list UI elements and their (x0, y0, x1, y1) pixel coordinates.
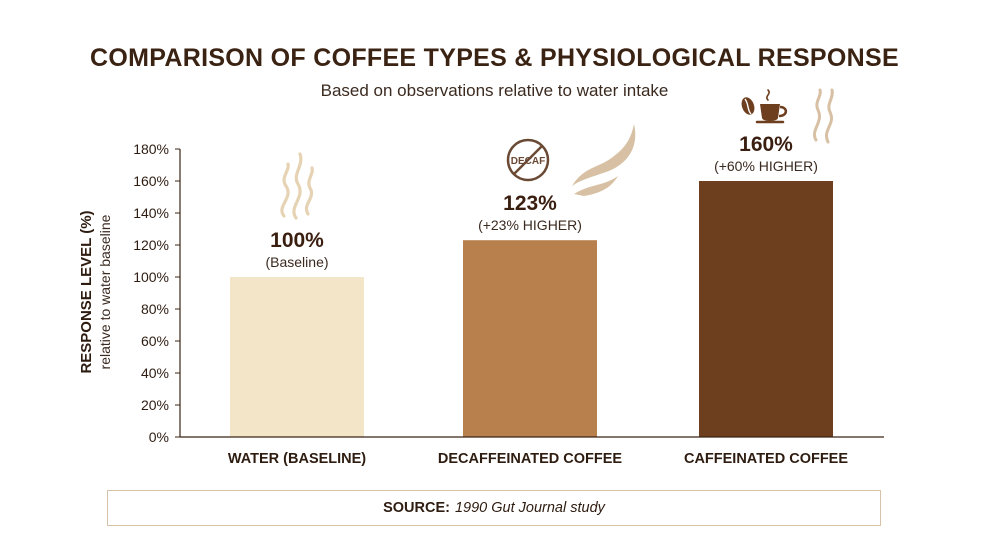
y-tick-label: 40% (141, 365, 169, 381)
y-tick-label: 100% (133, 269, 169, 285)
bar (230, 277, 364, 437)
cup-steam (766, 89, 770, 101)
steam-icon-right (813, 88, 834, 144)
x-category-label: WATER (BASELINE) (228, 451, 366, 467)
bars (230, 181, 833, 437)
swoosh-bottom (574, 176, 618, 196)
steam-wisp (280, 162, 290, 218)
y-tick-label: 20% (141, 397, 169, 413)
steam-wisp (825, 88, 834, 144)
coffee-bean-line (744, 98, 752, 115)
icons: DECAF (280, 88, 834, 220)
cup-handle (778, 105, 788, 118)
x-category-label: DECAFFEINATED COFFEE (438, 451, 623, 467)
data-label-note: (+23% HIGHER) (478, 217, 582, 233)
x-category-label: CAFFEINATED COFFEE (684, 451, 848, 467)
y-tick-label: 140% (133, 205, 169, 221)
cup-body (760, 104, 780, 121)
steam-wisp (305, 166, 314, 216)
swoosh-top (572, 124, 636, 186)
y-tick-label: 160% (133, 173, 169, 189)
y-tick-label: 80% (141, 301, 169, 317)
data-label-value: 100% (270, 229, 324, 252)
y-axis-ticks: 0% 20% 40% 60% 80% 100% 120% 140% 160% 180% (133, 141, 180, 445)
y-tick-label: 180% (133, 141, 169, 157)
source-label: SOURCE: (383, 500, 450, 516)
data-labels: 100% (Baseline) 123% (+23% HIGHER) 160% (+60%… (265, 133, 817, 270)
no-decaf-slash (513, 145, 543, 175)
source-text: 1990 Gut Journal study (454, 500, 605, 516)
steam-wisp (813, 88, 822, 142)
data-label-value: 123% (503, 192, 557, 215)
x-axis-categories: WATER (BASELINE) DECAFFEINATED COFFEE CAFF… (228, 451, 848, 467)
y-tick-label: 120% (133, 237, 169, 253)
data-label-value: 160% (739, 133, 793, 156)
data-label-note: (+60% HIGHER) (714, 158, 818, 174)
no-decaf-icon: DECAF (506, 138, 550, 182)
source-box: SOURCE: 1990 Gut Journal study (107, 490, 881, 526)
chart-subtitle: Based on observations relative to water … (320, 81, 669, 100)
data-label-note: (Baseline) (265, 254, 328, 270)
y-tick-label: 60% (141, 333, 169, 349)
y-tick-label: 0% (149, 429, 169, 445)
steam-wisp (292, 152, 303, 220)
bar (699, 181, 833, 437)
bar (463, 240, 597, 437)
chart-title: COMPARISON OF COFFEE TYPES & PHYSIOLOGIC… (90, 44, 899, 72)
coffee-cup-icon (741, 89, 788, 124)
steam-swoosh-icon (572, 124, 636, 196)
steam-icon (280, 152, 314, 220)
